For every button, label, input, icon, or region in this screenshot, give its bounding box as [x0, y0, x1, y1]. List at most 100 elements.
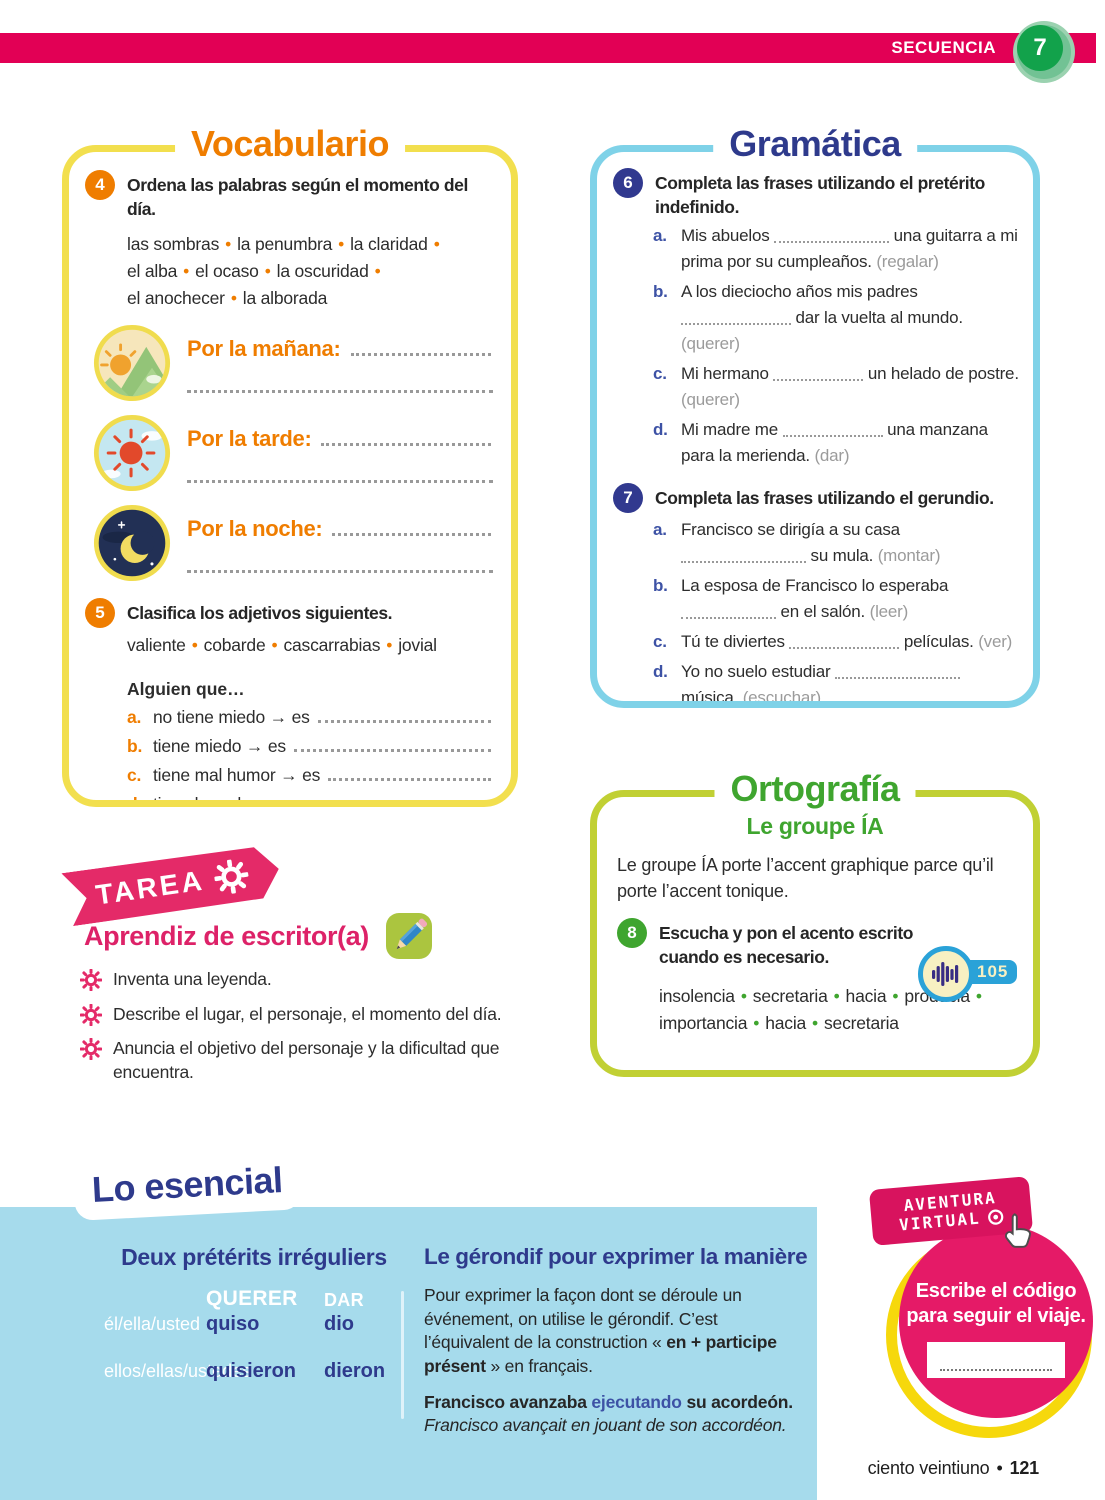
answer-blank[interactable]: [350, 339, 491, 357]
exercise-5-item-a: a. no tiene miedo → es: [127, 704, 493, 731]
preterits-column: Deux prétérits irréguliers QUERER DAR él…: [104, 1244, 404, 1384]
answer-blank[interactable]: [321, 429, 491, 447]
answer-blank[interactable]: [789, 633, 900, 650]
word-bank-line: importancia • hacia • secretaria: [659, 1010, 1013, 1037]
exercise-7-number-badge: 7: [613, 483, 643, 514]
answer-blank[interactable]: [773, 365, 864, 382]
item-letter: d.: [653, 662, 668, 682]
gerondif-heading: Le gérondif pour exprimer la manière: [424, 1244, 808, 1269]
page-footer: ciento veintiuno • 121: [868, 1458, 1040, 1479]
answer-blank[interactable]: [834, 663, 960, 680]
vocab-word: la claridad: [350, 234, 428, 255]
vocab-word: el alba: [127, 261, 178, 282]
preterits-heading: Deux prétérits irréguliers: [121, 1244, 387, 1270]
sequence-header-bar: SECUENCIA: [0, 33, 1096, 63]
gear-icon: [212, 857, 250, 895]
exercise-6-item-b: b. A los dieciocho años mis padres dar la…: [653, 279, 1021, 357]
example-text: su acordeón.: [681, 1391, 793, 1412]
vocab-word: secretaria: [823, 1013, 899, 1034]
example-gerund: ejecutando: [591, 1391, 682, 1412]
tarea-item: Inventa una leyenda.: [80, 968, 580, 992]
word-bank-line: valiente • cobarde • cascarrabias • jovial: [127, 632, 497, 659]
time-label-afternoon: Por la tarde:: [187, 426, 312, 452]
sentence-end: películas.: [903, 632, 974, 652]
sentence-end: música.: [681, 688, 739, 708]
verb-hint: (querer): [681, 390, 740, 410]
code-input[interactable]: [927, 1341, 1065, 1378]
item-letter: a.: [653, 226, 667, 246]
sentence-end: dar la vuelta al mundo.: [795, 308, 964, 328]
answer-blank[interactable]: [782, 421, 883, 438]
vocab-word: importancia: [659, 1013, 748, 1034]
sentence-start: Mi hermano: [681, 364, 769, 384]
bullet-separator: •: [271, 635, 278, 656]
ortografia-subtitle: Le groupe ÍA: [746, 813, 884, 839]
answer-blank[interactable]: [293, 735, 491, 753]
answer-blank[interactable]: [774, 227, 890, 244]
bullet-separator: •: [812, 1013, 818, 1034]
answer-blank[interactable]: [187, 480, 493, 484]
bullet-separator: •: [374, 261, 381, 282]
gerondif-paragraph: Pour exprimer la façon dont se déroule u…: [424, 1284, 804, 1379]
exercise-5-item-c: c. tiene mal humor → es: [127, 762, 493, 789]
vocab-word: cascarrabias: [283, 635, 381, 656]
item-text: tiene buen humor → es: [153, 794, 331, 807]
vocab-word: la alborada: [242, 288, 328, 309]
bullet-separator: •: [833, 986, 840, 1007]
exercise-8-instruction: Escucha y pon el acento escrito cuando e…: [659, 923, 914, 967]
item-text: no tiene miedo → es: [153, 707, 310, 728]
answer-blank[interactable]: [339, 793, 491, 800]
aventura-virtual-badge[interactable]: AVENTURA VIRTUAL: [868, 1176, 1034, 1246]
bullet-separator: •: [191, 635, 198, 656]
exercise-4-header: 4 Ordena las palabras según el momento d…: [85, 170, 497, 221]
answer-blank[interactable]: [332, 519, 491, 537]
record-dot-icon: [987, 1209, 1003, 1225]
exercise-7-item-c: c. Tú te diviertes películas. (ver): [653, 629, 1021, 655]
sentence-end: una guitarra a mi prima por su cumpleaño…: [681, 226, 1018, 272]
exercise-5-header: 5 Clasifica los adjetivos siguientes.: [85, 598, 497, 629]
vocab-word: cobarde: [203, 635, 266, 656]
answer-blank[interactable]: [317, 706, 491, 724]
exercise-7-items: a. Francisco se dirigía a su casa su mula…: [613, 517, 1021, 708]
sentence-start: A los dieciocho años mis padres: [681, 282, 918, 302]
vocab-word: hacia: [765, 1013, 807, 1034]
table-row: él/ella/usted quiso dio: [104, 1313, 404, 1336]
prompt-line: para seguir el viaje.: [906, 1304, 1086, 1327]
paragraph-text: » en français.: [485, 1355, 593, 1376]
answer-blank[interactable]: [187, 390, 493, 394]
audio-track-button[interactable]: 105: [917, 945, 1021, 1003]
bullet-separator: •: [740, 986, 747, 1007]
item-letter: c.: [653, 364, 667, 384]
sentence-end: en el salón.: [780, 602, 866, 622]
tarea-checklist: Inventa una leyenda. Describe el lugar, …: [80, 968, 580, 1096]
gear-bullet-icon: [80, 969, 102, 991]
ortografia-paragraph: Le groupe ÍA porte l’accent graphique pa…: [617, 855, 994, 902]
gear-bullet-icon: [80, 1003, 102, 1026]
night-moon-icon: [93, 505, 171, 582]
item-letter: d.: [653, 420, 668, 440]
tarea-title: Aprendiz de escritor(a): [84, 920, 369, 951]
verb-header-dar: DAR: [324, 1290, 364, 1310]
answer-blank[interactable]: [187, 570, 493, 574]
lo-esencial-panel: [0, 1207, 817, 1500]
item-letter: c.: [653, 632, 667, 652]
answer-blank[interactable]: [681, 547, 806, 564]
verb-hint: (querer): [681, 334, 740, 354]
track-number: 105: [977, 962, 1009, 981]
bullet-separator: •: [753, 1013, 760, 1034]
answer-blank[interactable]: [681, 603, 776, 620]
exercise-5-item-b: b. tiene miedo → es: [127, 733, 493, 760]
exercise-6-number-badge: 6: [613, 168, 643, 198]
answer-blank[interactable]: [328, 764, 491, 782]
item-letter: b.: [653, 282, 668, 302]
exercise-4-number: 4: [95, 175, 105, 194]
gramatica-section: 6 Completa las frases utilizando el pret…: [590, 145, 1040, 708]
item-letter: b.: [127, 736, 143, 757]
morning-sunrise-icon: [93, 325, 171, 402]
bullet-separator: •: [338, 234, 345, 255]
preterits-table: QUERER DAR él/ella/usted quiso dio ellos…: [104, 1287, 404, 1384]
answer-blank[interactable]: [681, 309, 791, 326]
querer-form: quiso: [206, 1313, 260, 1335]
vocabulario-section: 4 Ordena las palabras según el momento d…: [62, 145, 518, 807]
item-letter: a.: [653, 520, 667, 540]
